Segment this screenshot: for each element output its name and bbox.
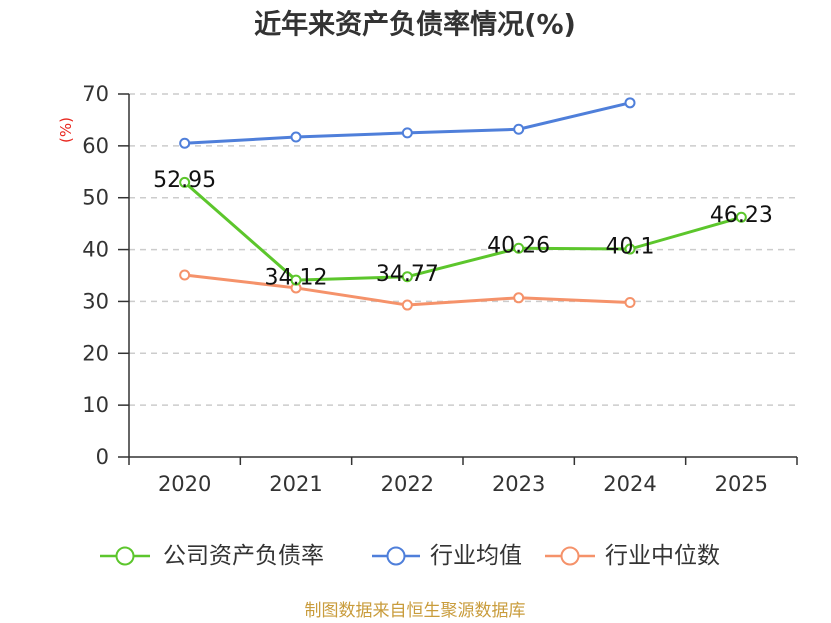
y-tick-label: 20 — [82, 341, 109, 365]
data-point — [513, 292, 525, 304]
data-point — [179, 176, 191, 188]
data-point — [401, 271, 413, 283]
data-point — [179, 137, 191, 149]
data-label: 40.1 — [606, 235, 655, 260]
x-tick-label: 2020 — [158, 472, 211, 496]
axes: 0 10 20 30 40 50 60 70 2020 2021 2022 2023 2024 2025 — [82, 82, 798, 496]
y-axis-label: (%) — [57, 117, 75, 143]
data-point — [513, 123, 525, 135]
legend-circle-icon — [115, 546, 135, 566]
series — [179, 97, 747, 311]
data-point — [735, 211, 747, 223]
data-point — [290, 131, 302, 143]
data-point — [513, 242, 525, 254]
legend-circle-icon — [560, 546, 580, 566]
series-0 — [179, 176, 747, 286]
x-tick-label: 2023 — [492, 472, 545, 496]
data-point — [624, 296, 636, 308]
data-point — [401, 299, 413, 311]
x-tick-label: 2025 — [715, 472, 768, 496]
data-label: 34.12 — [265, 266, 328, 291]
legend-item-industry-average[interactable]: 行业均值 — [372, 543, 522, 569]
x-tick-label: 2022 — [381, 472, 434, 496]
data-point — [179, 269, 191, 281]
series-2 — [179, 269, 636, 311]
y-tick-label: 0 — [96, 445, 109, 469]
series-line — [183, 180, 743, 282]
legend-label-industry-average: 行业均值 — [430, 543, 522, 569]
data-point — [401, 127, 413, 139]
legend: 公司资产负债率 行业均值 行业中位数 — [100, 543, 720, 569]
source-note: 制图数据来自恒生聚源数据库 — [305, 601, 526, 621]
data-label: 34.77 — [376, 262, 439, 287]
y-tick-label: 30 — [82, 289, 109, 313]
data-label: 52.95 — [153, 168, 216, 193]
y-tick-label: 50 — [82, 186, 109, 210]
data-label: 40.26 — [487, 234, 550, 259]
x-tick-label: 2021 — [269, 472, 322, 496]
series-1 — [179, 97, 636, 149]
y-tick-label: 40 — [82, 238, 109, 262]
y-tick-label: 70 — [82, 82, 109, 106]
data-point — [624, 243, 636, 255]
y-tick-label: 10 — [82, 393, 109, 417]
data-labels: 52.95 34.12 34.77 40.26 40.1 46.23 — [153, 168, 773, 291]
legend-label-industry-median: 行业中位数 — [605, 543, 720, 569]
legend-label-company-ratio: 公司资产负债率 — [163, 543, 324, 569]
y-tick-label: 60 — [82, 134, 109, 158]
legend-item-company-ratio[interactable]: 公司资产负债率 — [100, 543, 324, 569]
legend-item-industry-median[interactable]: 行业中位数 — [545, 543, 720, 569]
x-tick-label: 2024 — [603, 472, 656, 496]
legend-circle-icon — [386, 546, 406, 566]
chart-title: 近年来资产负债率情况(%) — [254, 9, 576, 41]
data-label: 46.23 — [710, 203, 773, 228]
data-point — [624, 97, 636, 109]
data-point — [290, 274, 302, 286]
